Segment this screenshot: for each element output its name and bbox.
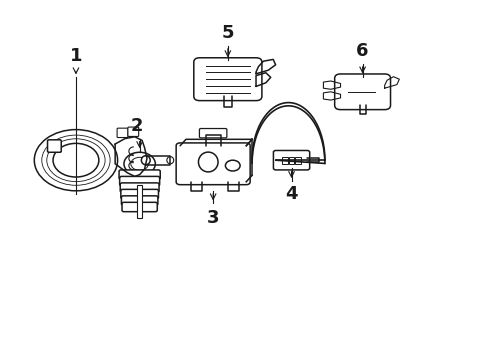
Ellipse shape xyxy=(167,157,174,164)
FancyBboxPatch shape xyxy=(176,143,250,185)
Bar xyxy=(282,157,288,164)
FancyBboxPatch shape xyxy=(335,74,391,110)
FancyBboxPatch shape xyxy=(194,58,262,100)
Text: 5: 5 xyxy=(221,24,234,42)
Ellipse shape xyxy=(141,156,150,165)
FancyBboxPatch shape xyxy=(122,196,158,205)
Text: 6: 6 xyxy=(356,42,369,60)
FancyBboxPatch shape xyxy=(117,128,128,138)
FancyBboxPatch shape xyxy=(120,183,159,192)
FancyBboxPatch shape xyxy=(273,150,310,170)
FancyBboxPatch shape xyxy=(120,176,160,186)
Text: 3: 3 xyxy=(207,209,220,227)
FancyBboxPatch shape xyxy=(122,202,157,212)
FancyBboxPatch shape xyxy=(128,127,139,136)
FancyBboxPatch shape xyxy=(121,189,158,199)
Text: 4: 4 xyxy=(285,185,298,203)
FancyBboxPatch shape xyxy=(199,129,227,138)
Bar xyxy=(289,157,294,164)
FancyBboxPatch shape xyxy=(119,170,160,179)
Text: 2: 2 xyxy=(131,117,144,135)
Text: 1: 1 xyxy=(70,47,82,65)
Bar xyxy=(137,185,142,218)
Bar xyxy=(295,157,301,164)
FancyBboxPatch shape xyxy=(48,140,61,152)
